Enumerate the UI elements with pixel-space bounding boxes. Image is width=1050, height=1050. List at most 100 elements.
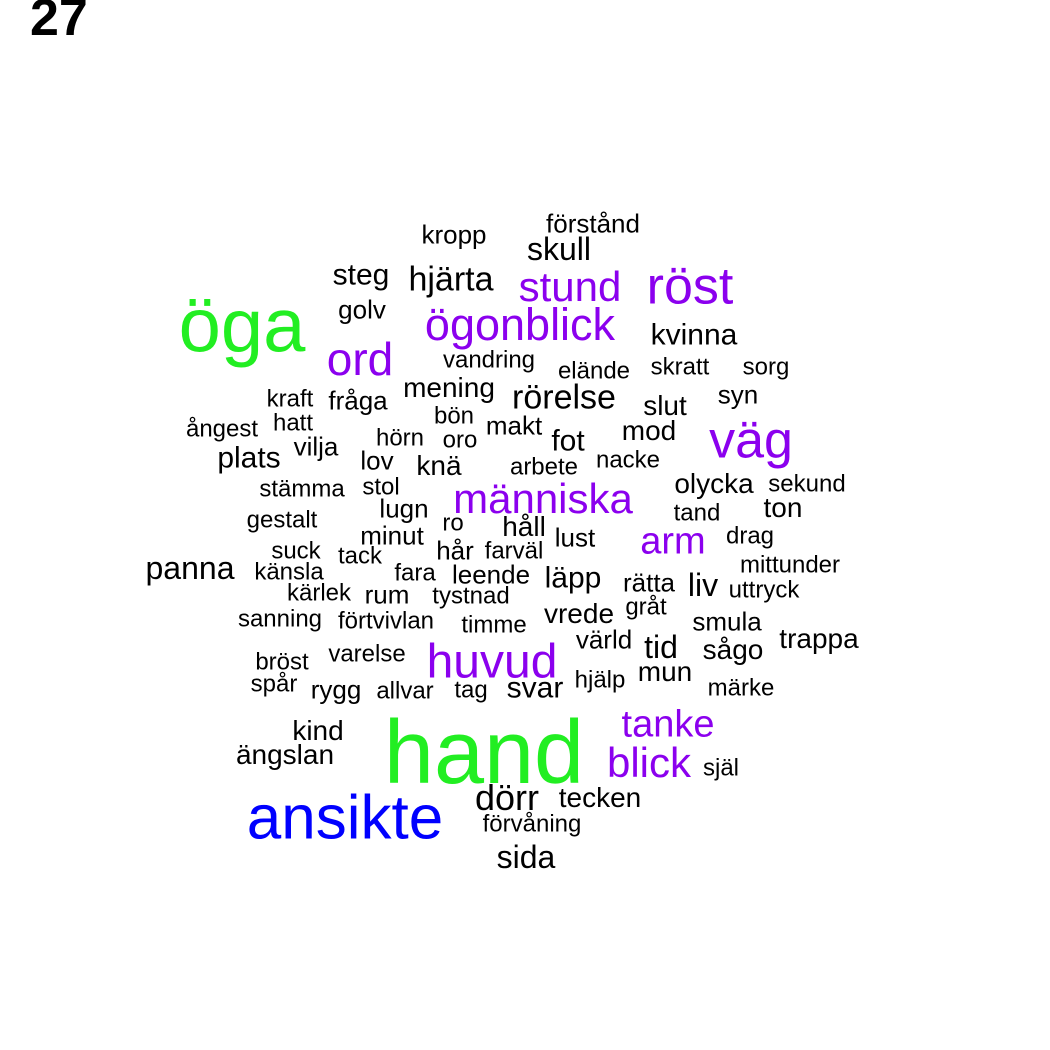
word-rum: rum <box>364 579 410 610</box>
word-kind: kind <box>292 715 344 747</box>
word-tag: tag <box>454 676 488 704</box>
word-gråt: gråt <box>625 593 667 621</box>
word-spår: spår <box>250 670 298 698</box>
word-vandring: vandring <box>442 346 536 374</box>
word-mun: mun <box>637 656 693 688</box>
word-smula: smula <box>692 606 762 637</box>
word-lust: lust <box>554 522 596 553</box>
word-tystnad: tystnad <box>432 582 510 610</box>
word-ögonblick: ögonblick <box>424 298 616 350</box>
word-lugn: lugn <box>379 493 429 524</box>
word-plats: plats <box>217 441 281 475</box>
word-syn: syn <box>717 379 759 410</box>
word-gestalt: gestalt <box>246 506 318 534</box>
word-själ: själ <box>702 754 740 782</box>
word-golv: golv <box>338 294 386 325</box>
word-panna: panna <box>145 550 235 587</box>
word-vilja: vilja <box>293 431 339 462</box>
word-sågo: sågo <box>702 634 764 666</box>
word-trappa: trappa <box>779 623 859 655</box>
word-sorg: sorg <box>742 353 790 381</box>
word-mod: mod <box>621 415 677 447</box>
word-hår: hår <box>436 535 474 566</box>
word-arbete: arbete <box>509 453 579 481</box>
word-bön: bön <box>433 402 475 430</box>
word-olycka: olycka <box>674 468 754 500</box>
word-svar: svar <box>506 671 564 705</box>
word-sanning: sanning <box>237 605 323 633</box>
word-mening: mening <box>403 372 495 404</box>
word-oro: oro <box>442 426 478 454</box>
word-vrede: vrede <box>543 598 615 630</box>
word-ångest: ångest <box>185 415 259 443</box>
word-makt: makt <box>485 410 543 441</box>
word-bröst: bröst <box>255 648 309 676</box>
word-timme: timme <box>461 611 527 639</box>
word-ängslan: ängslan <box>235 739 335 771</box>
word-tecken: tecken <box>558 782 642 814</box>
word-märke: märke <box>707 674 775 702</box>
word-lov: lov <box>360 445 394 476</box>
word-farväl: farväl <box>484 537 544 565</box>
word-drag: drag <box>725 522 775 550</box>
word-sekund: sekund <box>768 470 846 498</box>
word-varelse: varelse <box>328 640 406 668</box>
word-slut: slut <box>643 390 687 422</box>
word-knä: knä <box>416 450 462 482</box>
word-sida: sida <box>496 839 556 876</box>
word-ton: ton <box>763 492 803 524</box>
word-kraft: kraft <box>266 385 314 413</box>
word-steg: steg <box>332 258 390 292</box>
word-ro: ro <box>442 509 464 537</box>
word-tanke: tanke <box>621 703 715 746</box>
page-number: 27 <box>30 0 88 47</box>
word-dörr: dörr <box>474 776 540 818</box>
word-minut: minut <box>360 520 424 551</box>
word-nacke: nacke <box>595 446 661 474</box>
word-värld: värld <box>575 624 633 655</box>
word-tand: tand <box>673 499 721 527</box>
word-arm: arm <box>640 520 706 563</box>
word-hand: hand <box>383 702 585 803</box>
word-ord: ord <box>326 333 394 386</box>
word-tid: tid <box>644 629 678 666</box>
word-tack: tack <box>337 542 383 570</box>
word-röst: röst <box>646 257 734 316</box>
word-fråga: fråga <box>328 385 388 416</box>
word-människa: människa <box>453 475 633 523</box>
word-kropp: kropp <box>421 219 487 250</box>
word-rörelse: rörelse <box>512 378 616 417</box>
word-kärlek: kärlek <box>286 579 352 607</box>
word-förtvivlan: förtvivlan <box>337 607 435 635</box>
word-uttryck: uttryck <box>728 576 800 604</box>
word-liv: liv <box>687 567 719 604</box>
word-stund: stund <box>518 263 622 311</box>
word-suck: suck <box>271 537 321 565</box>
word-hjärta: hjärta <box>408 260 494 299</box>
word-skull: skull <box>526 231 592 268</box>
word-öga: öga <box>178 283 306 369</box>
word-förvåning: förvåning <box>482 810 582 838</box>
word-hörn: hörn <box>375 424 425 452</box>
word-mittunder: mittunder <box>739 551 841 579</box>
word-blick: blick <box>606 739 692 787</box>
word-håll: håll <box>502 511 546 543</box>
word-elände: elände <box>557 357 631 385</box>
word-fara: fara <box>394 559 436 587</box>
word-stämma: stämma <box>259 475 345 503</box>
word-stol: stol <box>362 473 400 501</box>
word-huvud: huvud <box>426 635 558 689</box>
word-rätta: rätta <box>622 567 676 598</box>
word-allvar: allvar <box>376 677 434 705</box>
word-väg: väg <box>709 411 793 470</box>
word-hatt: hatt <box>272 409 314 437</box>
word-skratt: skratt <box>650 353 710 381</box>
word-kvinna: kvinna <box>650 318 738 352</box>
word-förstånd: förstånd <box>546 208 640 239</box>
word-fot: fot <box>551 424 585 458</box>
word-känsla: känsla <box>254 558 324 586</box>
word-läpp: läpp <box>544 561 602 595</box>
word-leende: leende <box>451 559 531 590</box>
word-ansikte: ansikte <box>246 783 444 853</box>
